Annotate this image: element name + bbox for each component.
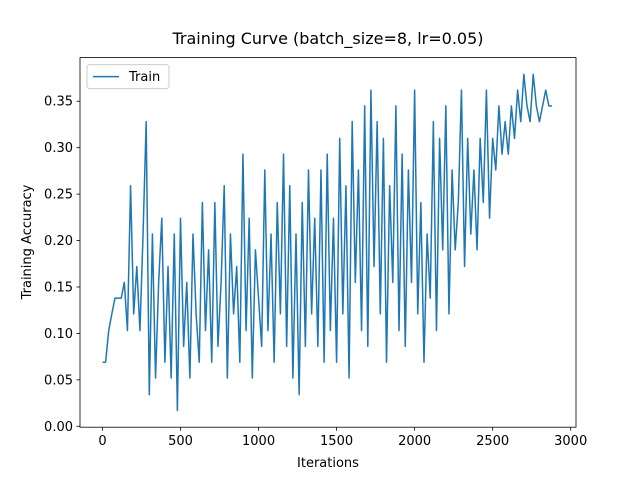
legend-label: Train xyxy=(128,70,160,85)
x-tick-label: 3000 xyxy=(554,434,587,449)
x-tick-label: 1000 xyxy=(242,434,275,449)
y-axis-label: Training Accuracy xyxy=(20,184,35,300)
y-tick-label: 0.10 xyxy=(44,327,73,342)
line xyxy=(102,73,552,412)
legend-box xyxy=(86,64,170,90)
y-tick-label: 0.30 xyxy=(44,141,73,156)
x-tick-label: 2000 xyxy=(398,434,431,449)
y-tick-label: 0.20 xyxy=(44,234,73,249)
x-axis-label: Iterations xyxy=(297,456,359,471)
chart-title: Training Curve (batch_size=8, lr=0.05) xyxy=(172,29,484,49)
x-tick-label: 1500 xyxy=(320,434,353,449)
plot-frame xyxy=(79,57,577,428)
y-tick-label: 0.15 xyxy=(44,280,73,295)
y-tick-label: 0.25 xyxy=(44,188,73,203)
y-tick-label: 0.00 xyxy=(44,420,73,435)
x-tick-label: 0 xyxy=(98,434,106,449)
x-tick-label: 2500 xyxy=(476,434,509,449)
y-tick-label: 0.35 xyxy=(44,95,73,110)
y-tick-label: 0.05 xyxy=(44,373,73,388)
x-tick-label: 500 xyxy=(168,434,193,449)
